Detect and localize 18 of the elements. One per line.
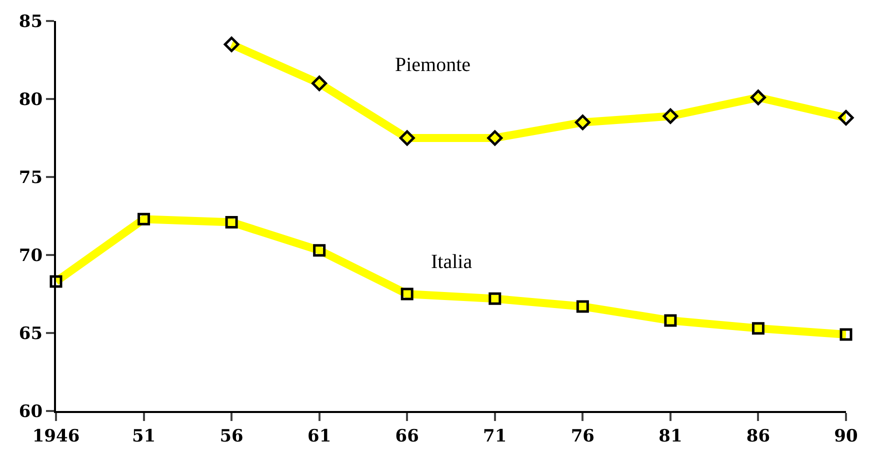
y-tick-label: 75 — [18, 168, 43, 188]
x-tick-label: 51 — [132, 426, 156, 446]
series-label: Italia — [431, 251, 472, 273]
x-tick-label: 76 — [570, 426, 595, 446]
y-tick-label: 65 — [18, 324, 43, 344]
x-tick-label: 90 — [834, 426, 858, 446]
y-tick-label: 70 — [18, 246, 43, 266]
x-tick-label: 86 — [746, 426, 770, 446]
y-tick-label: 80 — [18, 90, 43, 110]
text: Piemonte — [395, 54, 471, 76]
x-tick-label: 61 — [307, 426, 332, 446]
y-tick-label: 60 — [18, 402, 43, 422]
y-tick-label: 85 — [18, 12, 43, 32]
x-tick-label: 66 — [395, 426, 419, 446]
x-tick-label: 56 — [220, 426, 244, 446]
x-tick-label: 1946 — [32, 426, 80, 446]
x-tick-label: 71 — [483, 426, 507, 446]
x-tick-label: 81 — [658, 426, 682, 446]
